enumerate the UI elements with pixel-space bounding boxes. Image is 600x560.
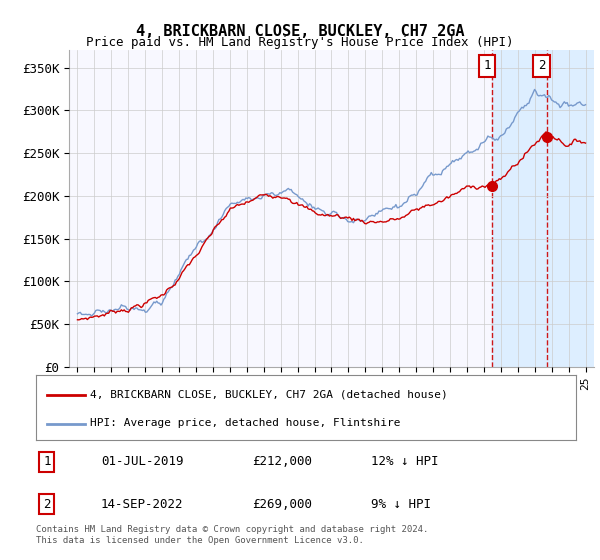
- Text: £269,000: £269,000: [252, 498, 312, 511]
- Bar: [493, 50, 594, 367]
- Text: 4, BRICKBARN CLOSE, BUCKLEY, CH7 2GA (detached house): 4, BRICKBARN CLOSE, BUCKLEY, CH7 2GA (de…: [90, 390, 448, 399]
- Text: 01-JUL-2019: 01-JUL-2019: [101, 455, 184, 468]
- Text: £212,000: £212,000: [252, 455, 312, 468]
- Text: 1: 1: [484, 59, 491, 72]
- Text: 9% ↓ HPI: 9% ↓ HPI: [371, 498, 431, 511]
- Text: 2: 2: [43, 498, 50, 511]
- Text: HPI: Average price, detached house, Flintshire: HPI: Average price, detached house, Flin…: [90, 418, 401, 428]
- Text: 2: 2: [538, 59, 545, 72]
- Text: 1: 1: [43, 455, 50, 468]
- Text: Contains HM Land Registry data © Crown copyright and database right 2024.
This d: Contains HM Land Registry data © Crown c…: [36, 525, 428, 545]
- Text: 14-SEP-2022: 14-SEP-2022: [101, 498, 184, 511]
- Text: 4, BRICKBARN CLOSE, BUCKLEY, CH7 2GA: 4, BRICKBARN CLOSE, BUCKLEY, CH7 2GA: [136, 24, 464, 39]
- Text: 12% ↓ HPI: 12% ↓ HPI: [371, 455, 438, 468]
- Text: Price paid vs. HM Land Registry's House Price Index (HPI): Price paid vs. HM Land Registry's House …: [86, 36, 514, 49]
